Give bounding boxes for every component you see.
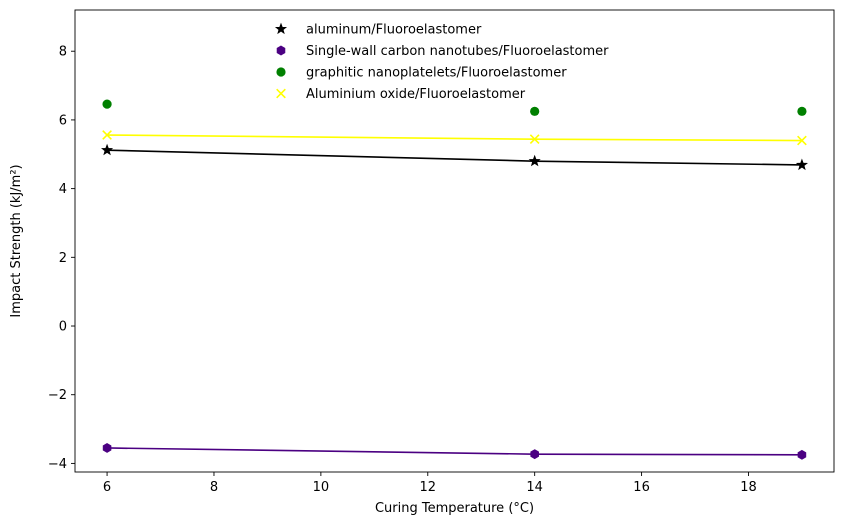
legend-marker (276, 67, 286, 77)
x-tick-label: 8 (210, 480, 218, 495)
legend-entry: Aluminium oxide/Fluoroelastomer (276, 87, 526, 102)
y-tick-label: −2 (48, 388, 67, 403)
data-point (797, 135, 807, 146)
series-line (107, 134, 802, 142)
y-tick-label: 4 (59, 182, 67, 197)
y-tick-label: 0 (59, 320, 67, 335)
legend-label: Aluminium oxide/Fluoroelastomer (306, 87, 526, 102)
data-point (530, 449, 539, 460)
legend-label: Single-wall carbon nanotubes/Fluoroelast… (306, 44, 609, 59)
x-marker-stroke (276, 88, 286, 99)
data-point (530, 106, 540, 116)
data-point (102, 443, 112, 453)
legend: aluminum/Fluoroelastomer Single-wall carb… (274, 22, 609, 102)
x-axis-label: Curing Temperature (°C) (375, 501, 534, 516)
legend-marker (274, 22, 288, 35)
x-marker-stroke (797, 135, 807, 146)
axes: 6 8 10 12 14 16 18 −4 −2 0 2 4 6 8 (48, 9, 835, 495)
legend-entry: aluminum/Fluoroelastomer (274, 22, 482, 38)
data-point (102, 130, 112, 140)
series-1 (101, 143, 808, 171)
plot-frame (74, 9, 835, 473)
legend-label: graphitic nanoplatelets/Fluoroelastomer (306, 66, 567, 81)
series-line (107, 149, 802, 166)
y-tick-label: 2 (59, 251, 67, 266)
x-tick-label: 10 (313, 480, 330, 495)
data-point (795, 158, 808, 171)
x-tick-label: 6 (103, 480, 111, 495)
series-2 (102, 443, 807, 460)
y-tick-label: 6 (59, 113, 67, 128)
x-marker-stroke (102, 130, 112, 140)
legend-entry: graphitic nanoplatelets/Fluoroelastomer (276, 66, 567, 81)
legend-marker (276, 45, 286, 56)
x-tick-label: 16 (633, 480, 650, 495)
y-tick-label: 8 (59, 45, 67, 60)
y-axis-label: Impact Strength (kJ/m²) (9, 164, 24, 317)
y-tick-label: −4 (48, 457, 67, 472)
plot-area (101, 99, 808, 460)
x-tick-label: 18 (740, 480, 757, 495)
data-point (797, 106, 807, 116)
data-point (797, 449, 807, 460)
data-point (102, 99, 112, 109)
legend-label: aluminum/Fluoroelastomer (306, 23, 482, 38)
series-line (107, 447, 802, 456)
legend-entry: Single-wall carbon nanotubes/Fluoroelast… (276, 44, 609, 59)
data-point (101, 143, 114, 156)
data-point (528, 154, 541, 167)
x-tick-label: 12 (420, 480, 437, 495)
series-3 (102, 99, 807, 116)
legend-marker (276, 88, 286, 99)
x-tick-label: 14 (526, 480, 543, 495)
series-4 (102, 130, 807, 146)
data-point (529, 134, 540, 145)
x-marker-stroke (529, 134, 540, 145)
